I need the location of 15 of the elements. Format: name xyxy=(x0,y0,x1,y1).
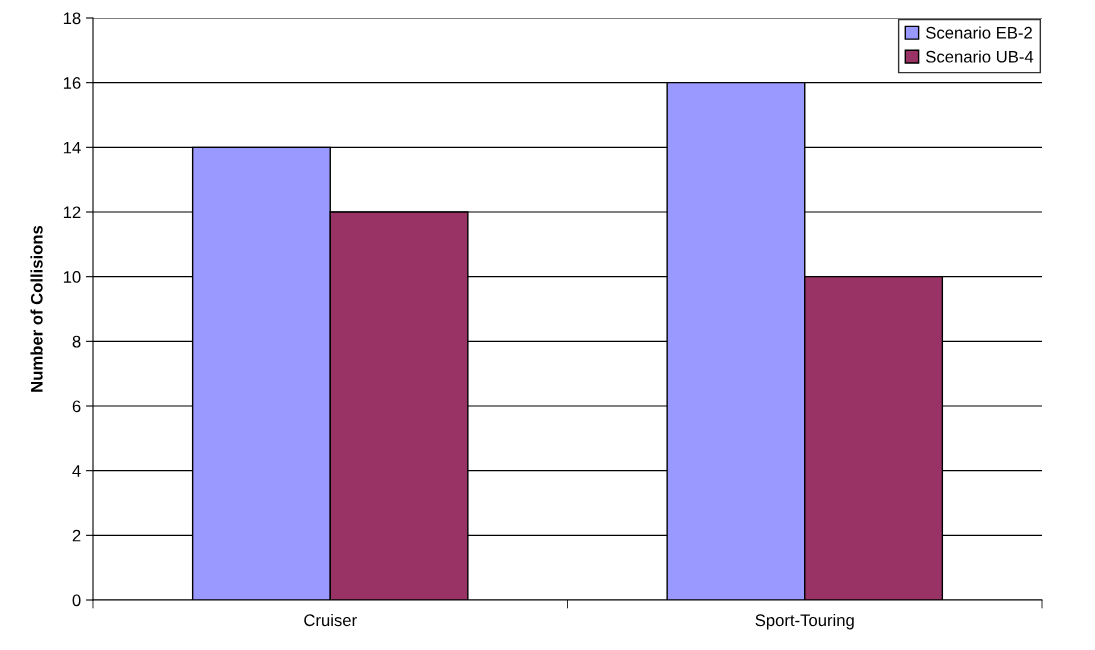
y-tick-label: 0 xyxy=(72,594,81,607)
y-tick-label: 8 xyxy=(72,335,81,348)
y-tick-label: 4 xyxy=(72,465,81,477)
y-tick-label: 6 xyxy=(72,400,81,413)
legend-label: Scenario UB-4 xyxy=(926,50,1034,63)
x-tick-label: Cruiser xyxy=(304,613,357,627)
y-tick-label: 12 xyxy=(63,206,81,219)
y-tick-label: 10 xyxy=(63,271,81,283)
y-tick-label: 14 xyxy=(63,141,81,154)
y-tick-label: 2 xyxy=(72,529,81,542)
y-tick-label: 16 xyxy=(63,77,81,89)
legend-label: Scenario EB-2 xyxy=(926,26,1032,39)
y-tick-label: 18 xyxy=(63,12,81,25)
x-tick-label: Sport-Touring xyxy=(755,613,854,630)
y-axis-title: Number of Collisions xyxy=(30,225,43,392)
